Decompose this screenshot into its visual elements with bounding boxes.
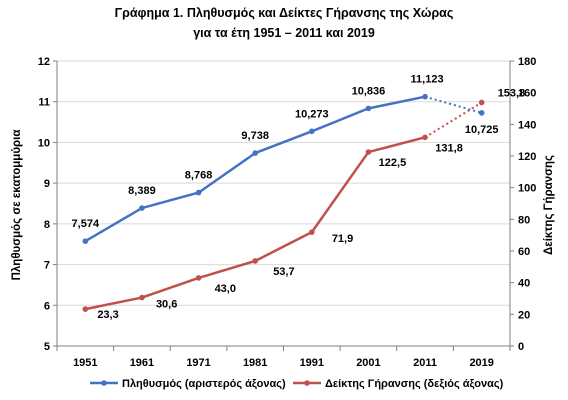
data-point-population	[478, 110, 485, 116]
data-label-population: 10,725	[465, 124, 499, 136]
data-labels: 7,574 8,389 8,768 9,738 10,273 10,836 11,123 10…	[72, 74, 526, 321]
data-label-aging-index: 122,5	[379, 157, 407, 169]
data-label-aging-index: 43,0	[215, 283, 236, 295]
data-label-aging-index: 23,3	[97, 309, 118, 321]
data-point-aging-index	[82, 306, 89, 312]
right-tick-label: 120	[518, 151, 536, 163]
right-tick-label: 20	[518, 309, 530, 321]
series-projection-population	[424, 95, 482, 114]
data-label-aging-index: 71,9	[332, 233, 353, 245]
right-tick-label: 80	[518, 214, 530, 226]
data-point-aging-index	[139, 294, 145, 301]
left-tick-label: 10	[38, 137, 50, 149]
data-label-population: 9,738	[241, 130, 269, 142]
x-tick-label: 1981	[243, 357, 267, 369]
data-point-population	[252, 150, 258, 156]
data-label-population: 10,836	[352, 85, 386, 97]
data-label-population: 10,273	[295, 108, 329, 120]
data-point-population	[422, 93, 428, 100]
legend-item-aging-index: Δείκτης Γήρανσης (δεξιός άξονας)	[293, 378, 504, 390]
series-line-population	[84, 95, 426, 243]
left-tick-label: 5	[44, 341, 50, 353]
legend-item-population: Πληθυσμός (αριστερός άξονας)	[90, 378, 286, 390]
x-tick-label: 2001	[356, 357, 380, 369]
data-label-aging-index: 131,8	[435, 142, 463, 154]
x-tick-label: 2019	[469, 357, 493, 369]
left-tick-label: 6	[44, 300, 50, 312]
data-point-population	[365, 105, 372, 112]
right-axis-label: Δείκτης Γήρανσης	[543, 155, 555, 255]
data-label-population: 11,123	[411, 74, 444, 86]
left-tick-label: 12	[38, 56, 50, 68]
x-tick-label: 1961	[130, 357, 154, 369]
left-tick-label: 9	[44, 178, 50, 190]
right-tick-label: 40	[518, 278, 530, 290]
data-label-population: 8,768	[185, 170, 213, 182]
data-label-aging-index: 30,6	[156, 299, 177, 311]
data-point-aging-index	[195, 275, 202, 281]
data-point-population	[82, 238, 89, 245]
data-label-population: 7,574	[72, 218, 100, 230]
data-label-aging-index: 153,8	[498, 87, 526, 99]
axes	[56, 61, 511, 347]
right-tick-label: 180	[518, 56, 536, 68]
left-axis-ticks: 5 6 7 8 9 10 11 12	[38, 56, 57, 353]
right-tick-label: 160	[518, 88, 536, 100]
series-line-aging-index	[85, 136, 426, 311]
data-point-aging-index	[252, 258, 258, 264]
data-point-aging-index	[365, 149, 372, 155]
right-tick-label: 140	[518, 119, 536, 131]
x-axis-ticks: 1951 1961 1971 1981 1991 2001 2011 2019	[56, 346, 511, 369]
right-tick-label: 60	[518, 246, 530, 258]
right-axis-ticks: 0 20 40 60 80 100 120 140 160 180	[510, 56, 536, 353]
data-point-population	[195, 189, 202, 196]
legend: Πληθυσμός (αριστερός άξονας) Δείκτης Γήρ…	[90, 378, 504, 390]
x-tick-label: 1971	[186, 357, 210, 369]
left-tick-label: 7	[44, 260, 50, 272]
x-tick-label: 1951	[73, 357, 97, 369]
chart-title-line-2: για τα έτη 1951 – 2011 και 2019	[193, 26, 375, 40]
legend-marker-population	[101, 380, 107, 386]
data-point-aging-index	[309, 229, 315, 235]
legend-label-population: Πληθυσμός (αριστερός άξονας)	[122, 378, 286, 390]
left-tick-label: 11	[38, 97, 50, 109]
data-point-population	[309, 128, 315, 135]
x-tick-label: 1991	[300, 357, 324, 369]
right-tick-label: 0	[518, 341, 524, 353]
data-point-aging-index	[478, 99, 485, 106]
series-projection-aging-index	[424, 101, 483, 139]
x-tick-label: 2011	[413, 357, 437, 369]
legend-label-aging-index: Δείκτης Γήρανσης (δεξιός άξονας)	[325, 378, 504, 390]
legend-marker-aging-index	[304, 380, 310, 386]
right-tick-label: 100	[518, 183, 536, 195]
left-tick-label: 8	[44, 219, 50, 231]
series-layer	[82, 93, 485, 312]
data-label-population: 8,389	[128, 185, 156, 197]
left-axis-label: Πληθυσμός σε εκατομμύρια	[11, 130, 23, 281]
data-label-aging-index: 53,7	[273, 266, 294, 278]
data-point-population	[139, 205, 145, 211]
chart-title-line-1: Γράφημα 1. Πληθυσμός και Δείκτες Γήρανση…	[115, 6, 454, 20]
data-point-aging-index	[422, 134, 428, 141]
